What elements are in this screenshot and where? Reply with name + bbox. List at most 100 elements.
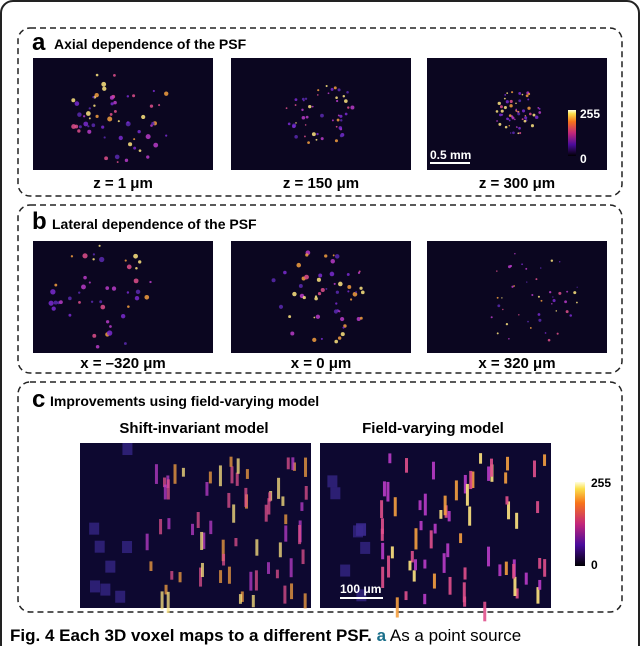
psf-spot: [88, 107, 91, 110]
target-bar: [303, 593, 307, 609]
psf-spot: [513, 285, 515, 287]
target-bar: [390, 546, 394, 559]
psf-spot: [304, 124, 307, 126]
target-bar: [145, 533, 149, 551]
target-bar: [393, 497, 397, 517]
psf-spot: [113, 100, 117, 105]
psf-image: [33, 241, 213, 353]
psf-spot: [283, 270, 287, 275]
psf-spot: [126, 95, 130, 98]
psf-spot: [527, 98, 530, 101]
target-bar: [290, 583, 294, 600]
target-bar: [538, 557, 542, 569]
target-bar: [418, 500, 422, 511]
psf-spot: [298, 284, 303, 288]
psf-spot: [138, 260, 142, 264]
psf-spot: [538, 318, 542, 322]
target-bar: [159, 519, 163, 535]
psf-spot: [107, 116, 113, 122]
target-bar: [163, 484, 167, 500]
psf-spot: [509, 104, 513, 108]
psf-spot: [335, 290, 339, 294]
psf-spot: [523, 119, 527, 123]
psf-spot: [320, 137, 324, 141]
psf-spot: [296, 262, 302, 268]
psf-spot: [334, 339, 339, 344]
target-bar: [446, 543, 450, 558]
psf-spot: [329, 271, 335, 277]
target-bar: [487, 466, 491, 481]
psf-spot: [516, 126, 518, 128]
psf-spot: [318, 273, 323, 278]
psf-spot: [135, 267, 138, 270]
psf-spot: [576, 286, 578, 288]
target-bar: [209, 520, 213, 535]
psf-spot: [518, 92, 522, 95]
psf-spot: [90, 300, 94, 303]
target-bar: [429, 530, 433, 549]
target-bar: [340, 564, 351, 577]
psf-spot: [317, 292, 322, 296]
psf-spot: [499, 105, 503, 109]
psf-spot: [114, 154, 120, 160]
psf-spot: [305, 115, 309, 119]
psf-spot: [325, 287, 328, 290]
psf-spot: [71, 98, 76, 103]
psf-spot: [53, 300, 58, 305]
target-bar: [507, 501, 511, 520]
target-bar: [284, 514, 288, 525]
psf-spot: [537, 295, 540, 298]
psf-spot: [50, 289, 56, 295]
psf-spot: [517, 132, 520, 135]
psf-spot: [337, 114, 340, 117]
psf-spot: [497, 304, 501, 308]
target-bar: [459, 533, 463, 544]
target-bar: [281, 496, 285, 506]
psf-spot: [360, 290, 365, 295]
psf-spot: [521, 263, 523, 266]
psf-spot: [535, 278, 538, 281]
psf-spot: [527, 92, 531, 96]
psf-spot: [138, 149, 142, 152]
target-bar: [244, 487, 248, 507]
target-bar: [160, 591, 164, 610]
subtitle: Field-varying model: [362, 420, 504, 437]
target-bar: [94, 540, 105, 553]
psf-image: [231, 241, 411, 353]
psf-spot: [518, 314, 520, 316]
colorbar-min: 0: [580, 152, 587, 166]
target-bar: [90, 580, 101, 593]
target-bar: [149, 561, 153, 572]
target-bar: [254, 570, 258, 591]
psf-spot: [338, 126, 343, 130]
target-bar: [100, 583, 111, 596]
psf-spot: [509, 99, 513, 103]
psf-spot: [99, 256, 105, 263]
target-bar: [405, 458, 409, 473]
psf-spot: [124, 259, 127, 262]
psf-spot: [68, 296, 72, 301]
psf-spot: [302, 295, 306, 300]
target-bar: [498, 564, 502, 577]
psf-spot: [292, 124, 296, 129]
target-bar: [504, 561, 508, 576]
psf-spot: [123, 342, 127, 345]
psf-spot: [330, 259, 335, 264]
psf-spot: [152, 89, 155, 93]
target-bar: [380, 518, 384, 534]
psf-spot: [149, 280, 152, 284]
target-bar: [463, 474, 467, 494]
psf-spot: [334, 139, 338, 143]
psf-spot: [71, 124, 76, 129]
psf-spot: [496, 296, 499, 299]
psf-spot: [315, 314, 321, 319]
target-bar: [423, 559, 427, 569]
target-bar: [443, 495, 447, 516]
psf-spot: [503, 97, 506, 100]
psf-spot: [534, 115, 539, 119]
psf-spot: [271, 278, 276, 283]
psf-spot: [519, 131, 522, 135]
target-bar: [410, 550, 414, 563]
target-bar: [414, 528, 418, 550]
